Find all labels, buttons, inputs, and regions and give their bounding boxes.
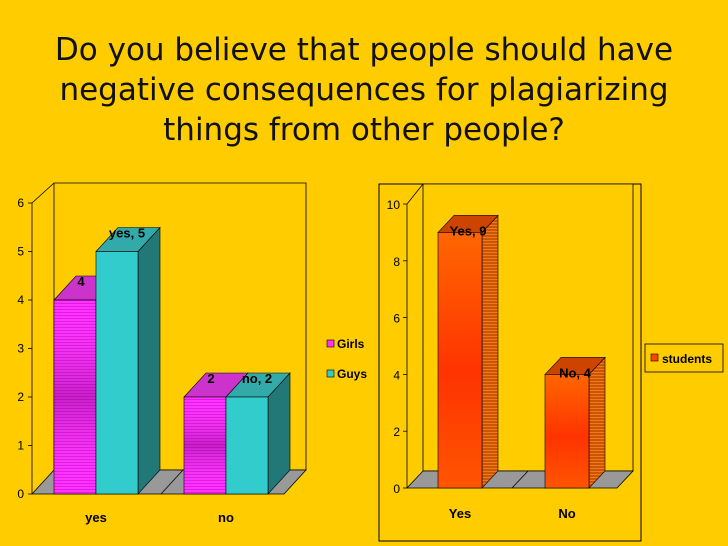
right-chart-categories: Yes No (449, 506, 576, 521)
left-bar-guys-yes-side (137, 226, 161, 495)
left-category-no: no (218, 510, 234, 525)
left-chart-bars: 4 yes, 5 2 no, 2 (53, 226, 291, 495)
left-bar-guys-no-front (225, 396, 269, 495)
right-chart-bars: Yes, 9 No, 4 (437, 214, 606, 489)
left-chart-y-ticks: 0 1 2 3 4 5 6 (17, 196, 32, 501)
legend-label-students: students (662, 352, 712, 366)
right-bar-students-yes (437, 214, 499, 489)
left-y-tick-label-4: 4 (17, 293, 24, 307)
left-y-tick-label-6: 6 (17, 196, 24, 210)
left-chart: 0 1 2 3 4 5 6 4 yes, 5 2 no, 2 yes no Girls Guys (17, 182, 367, 525)
left-bar-girls-no-label: 2 (207, 371, 214, 386)
left-chart-side-wall-edge (31, 182, 55, 204)
left-bar-guys-yes-front (95, 251, 139, 495)
left-bar-guys-no-label: no, 2 (242, 371, 272, 386)
left-y-tick-label-3: 3 (17, 342, 24, 356)
right-bar-students-no-side (588, 356, 606, 489)
legend-swatch-girls (326, 339, 335, 348)
right-category-yes: Yes (449, 506, 471, 521)
right-bar-students-no-front (544, 374, 590, 489)
right-bar-students-no-label: No, 4 (559, 365, 592, 380)
legend-label-girls: Girls (337, 337, 365, 351)
legend-swatch-students (650, 353, 659, 362)
left-category-yes: yes (85, 510, 107, 525)
right-chart-legend: students (644, 343, 724, 373)
right-chart-divider (511, 470, 529, 489)
left-y-tick-label-5: 5 (17, 245, 24, 259)
right-category-no: No (558, 506, 575, 521)
right-bar-students-yes-side (481, 214, 499, 489)
left-chart-divider (160, 469, 184, 495)
left-bar-girls-yes-shade (54, 300, 96, 494)
left-chart-categories: yes no (85, 510, 234, 525)
right-chart-y-ticks: 0 2 4 6 8 10 (387, 198, 407, 496)
slide-title: Do you believe that people should have n… (54, 32, 674, 148)
right-chart-side-wall-edge (406, 183, 424, 205)
right-bar-students-yes-front (437, 232, 483, 489)
right-y-tick-label-3: 6 (393, 312, 400, 326)
left-bar-girls-yes-label: 4 (77, 274, 85, 289)
right-y-tick-label-4: 8 (393, 255, 400, 269)
legend-swatch-guys (326, 369, 335, 378)
right-y-tick-label-1: 2 (393, 425, 400, 439)
left-y-tick-label-1: 1 (17, 439, 24, 453)
right-y-tick-label-0: 0 (393, 482, 400, 496)
left-bar-girls-no-shade (184, 397, 226, 494)
left-chart-legend: Girls Guys (326, 337, 367, 381)
left-bar-guys-no (225, 372, 291, 495)
left-bar-guys-yes-label: yes, 5 (109, 226, 145, 241)
left-y-tick-label-2: 2 (17, 390, 24, 404)
right-chart: 0 2 4 6 8 10 Yes, 9 No, 4 Yes No students (378, 183, 724, 542)
right-bar-students-no (544, 356, 606, 489)
right-bar-students-yes-label: Yes, 9 (450, 223, 487, 238)
left-bar-guys-yes (95, 226, 161, 495)
legend-label-guys: Guys (337, 367, 367, 381)
left-y-tick-label-0: 0 (17, 487, 24, 501)
right-y-tick-label-2: 4 (393, 368, 400, 382)
right-y-tick-label-5: 10 (387, 198, 401, 212)
